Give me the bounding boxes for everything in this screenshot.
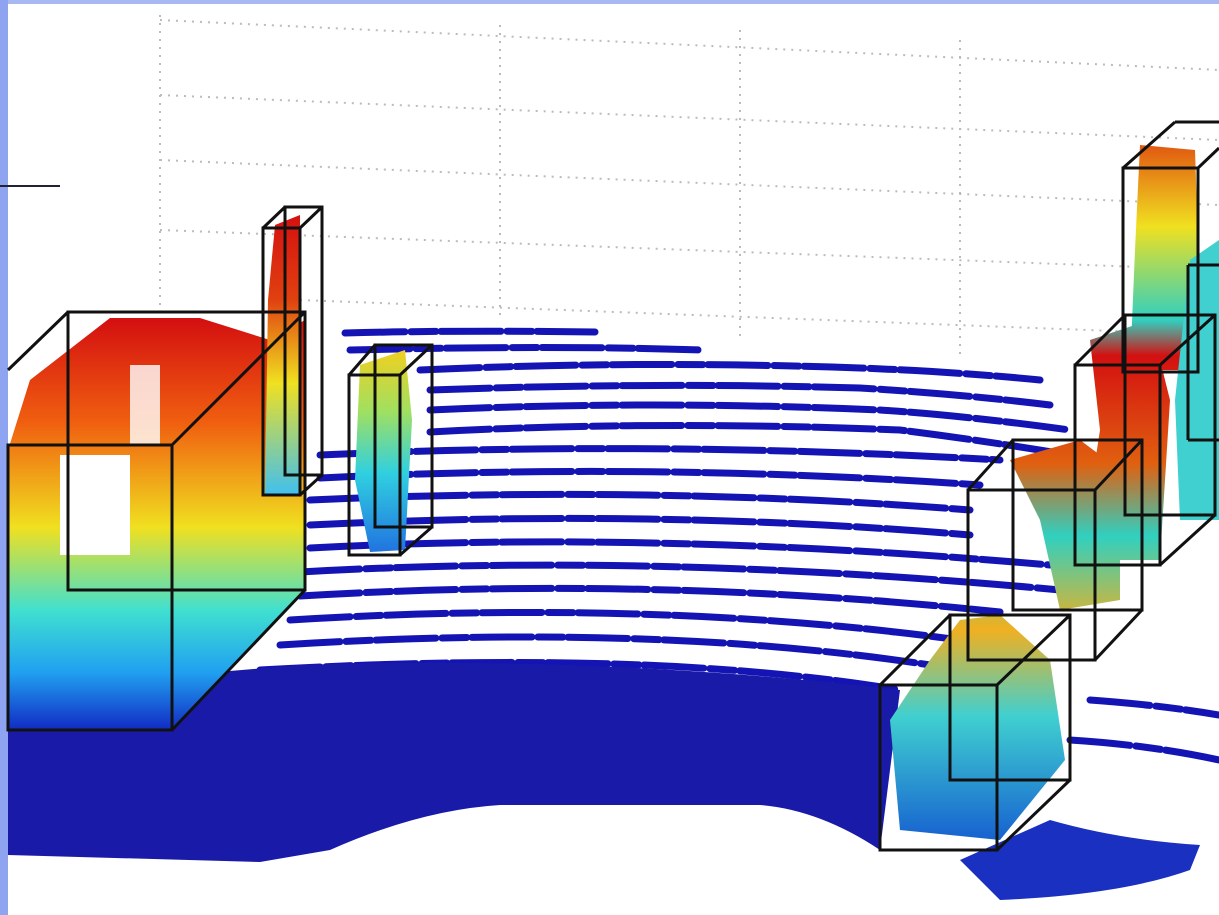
box-pedestrian-4 bbox=[1121, 120, 1219, 442]
pedestrian-points bbox=[1010, 440, 1120, 610]
box-pedestrian-1 bbox=[878, 613, 1072, 852]
pole-points bbox=[265, 215, 300, 495]
vehicle-points bbox=[8, 318, 305, 730]
window-gap bbox=[130, 365, 160, 445]
pedestrian-points bbox=[1175, 240, 1219, 520]
post-points bbox=[355, 350, 412, 552]
box-pole bbox=[261, 205, 324, 497]
ground bbox=[8, 662, 900, 862]
object-points bbox=[8, 145, 1219, 840]
background-grid bbox=[159, 15, 1219, 360]
box-vehicle bbox=[6, 310, 307, 732]
left-border bbox=[0, 0, 8, 915]
box-pedestrian-2 bbox=[966, 438, 1144, 662]
top-border bbox=[0, 0, 1219, 4]
window-gap bbox=[60, 455, 130, 555]
scan-lines bbox=[256, 327, 1219, 764]
ground-right bbox=[960, 820, 1200, 900]
box-pedestrian-3 bbox=[1073, 313, 1217, 567]
box-post bbox=[347, 343, 434, 557]
pedestrian-points bbox=[890, 615, 1065, 840]
bounding-boxes bbox=[6, 120, 1219, 852]
